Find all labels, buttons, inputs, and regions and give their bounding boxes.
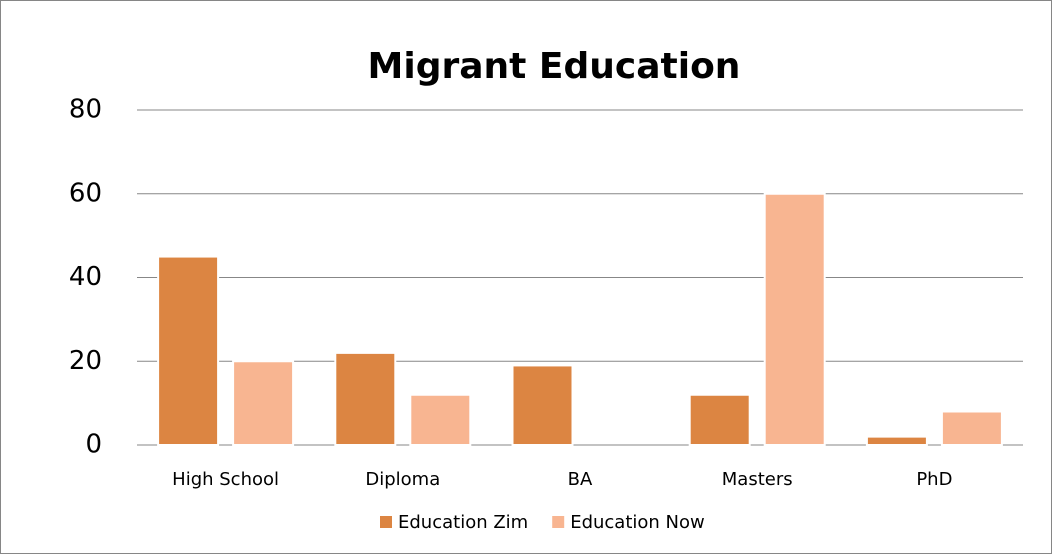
bar — [865, 435, 928, 446]
legend-swatch — [552, 516, 565, 528]
bar — [157, 255, 220, 446]
bar — [763, 192, 826, 446]
y-tick-label: 40 — [69, 262, 102, 292]
x-tick-label: Diploma — [365, 469, 440, 490]
bar — [511, 364, 574, 446]
y-tick-label: 60 — [69, 178, 102, 208]
bar — [409, 393, 472, 446]
x-tick-label: Masters — [722, 469, 793, 490]
legend-swatch — [380, 516, 392, 528]
y-tick-label: 0 — [85, 430, 102, 460]
chart-title: Migrant Education — [368, 46, 741, 87]
legend-label: Education Now — [570, 512, 705, 533]
x-tick-label: High School — [172, 469, 279, 490]
x-tick-label: BA — [568, 469, 593, 490]
x-tick-label: PhD — [916, 469, 952, 490]
bar — [940, 410, 1003, 446]
legend-label: Education Zim — [398, 512, 528, 533]
bar — [232, 360, 295, 446]
bar — [688, 393, 751, 446]
y-tick-label: 20 — [69, 346, 102, 376]
bar — [334, 351, 397, 446]
y-tick-label: 80 — [69, 95, 102, 125]
